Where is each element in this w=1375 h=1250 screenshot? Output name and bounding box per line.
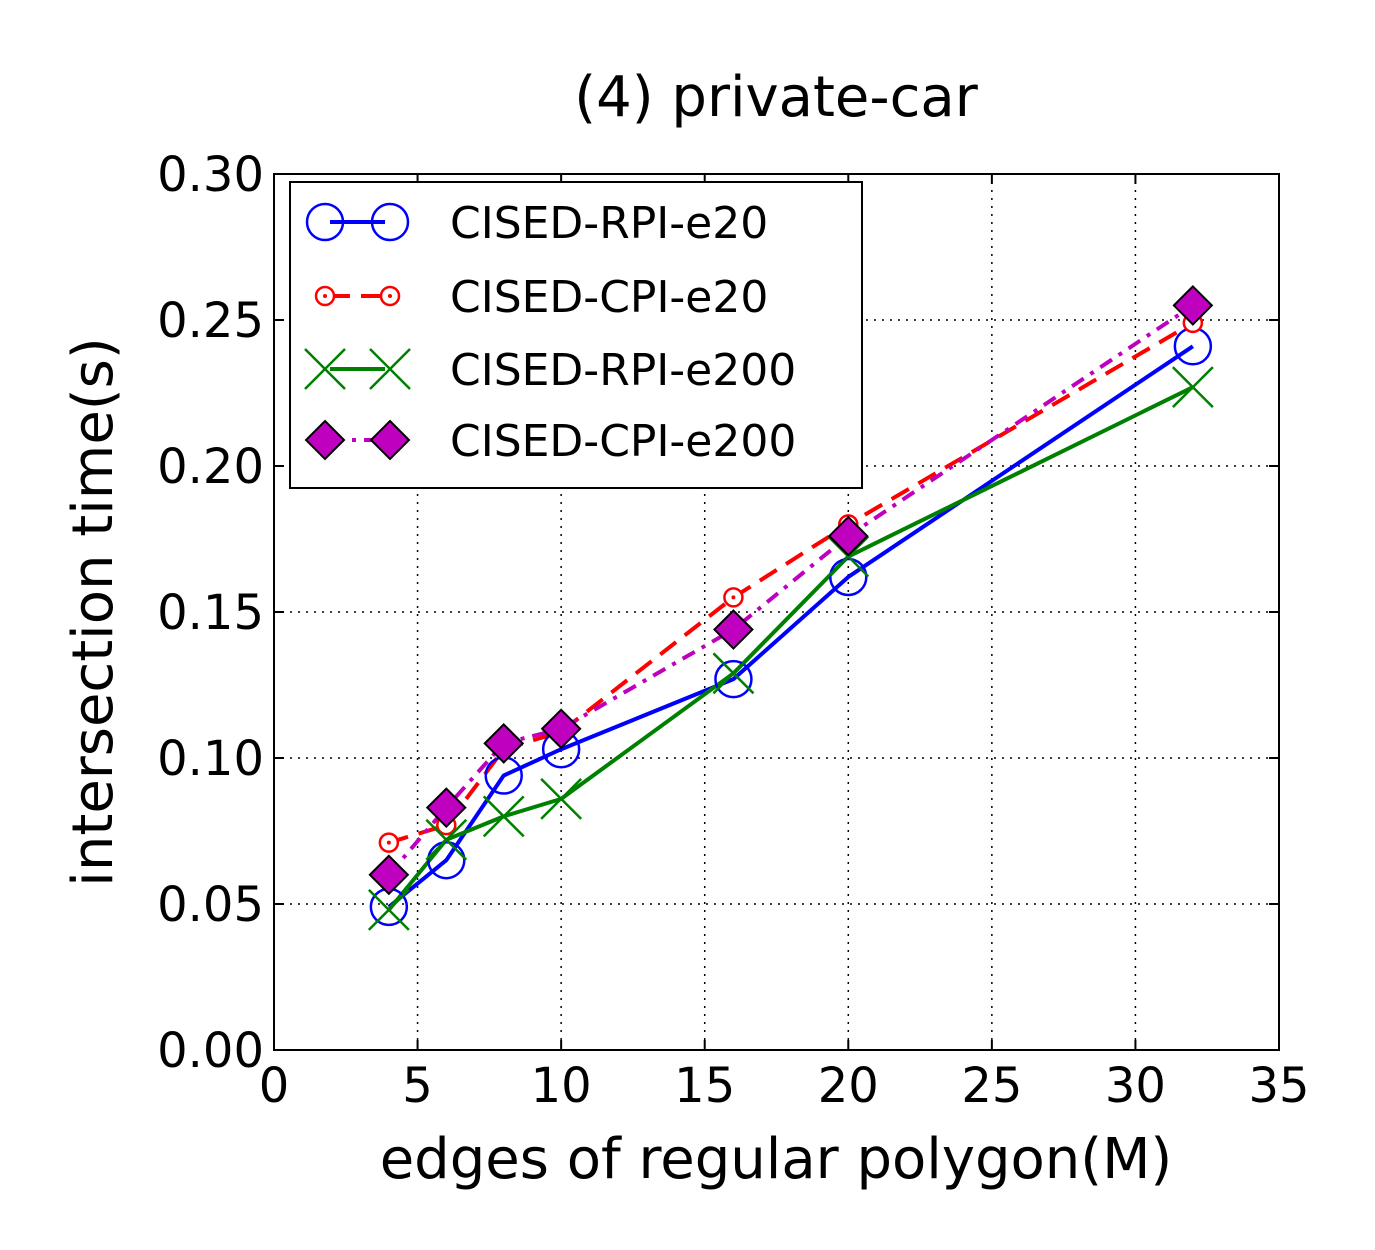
data-point-s2-5 xyxy=(827,535,870,578)
x-tick-label: 5 xyxy=(402,1058,433,1114)
legend-label-cised-cpi-e200: CISED-CPI-e200 xyxy=(450,416,796,467)
x-tick-label: 25 xyxy=(961,1058,1022,1114)
data-point-s1-4 xyxy=(723,587,744,608)
legend-marker-3-b xyxy=(369,419,411,461)
x-tick-label: 15 xyxy=(674,1058,735,1114)
legend-samples xyxy=(304,202,411,461)
data-point-s2-3 xyxy=(540,777,583,820)
data-point-s2-2 xyxy=(482,795,525,838)
x-axis-label: edges of regular polygon(M) xyxy=(380,1127,1173,1192)
y-tick-label: 0.05 xyxy=(157,877,264,933)
y-tick-label: 0.00 xyxy=(157,1023,264,1079)
series-markers xyxy=(367,284,1214,931)
y-tick-label: 0.20 xyxy=(157,439,264,495)
data-point-s3-6 xyxy=(1172,284,1214,326)
legend: CISED-RPI-e20 CISED-CPI-e20 CISED-RPI-e2… xyxy=(289,181,863,489)
y-tick-label: 0.30 xyxy=(157,147,264,203)
data-point-s3-0 xyxy=(368,854,410,896)
data-point-s3-5 xyxy=(827,515,869,557)
data-point-s3-3 xyxy=(540,708,582,750)
data-point-s3-2 xyxy=(483,722,525,764)
x-tick-label: 35 xyxy=(1248,1058,1309,1114)
legend-marker-2-b xyxy=(369,348,411,390)
legend-label-cised-rpi-e200: CISED-RPI-e200 xyxy=(450,345,796,396)
data-point-s3-1 xyxy=(425,787,467,829)
y-tick-label: 0.25 xyxy=(157,293,264,349)
x-tick-label: 20 xyxy=(818,1058,879,1114)
data-point-s2-4 xyxy=(712,652,755,695)
legend-marker-1-a xyxy=(314,285,336,307)
legend-marker-0-b xyxy=(370,202,410,242)
data-point-s2-6 xyxy=(1171,366,1214,409)
data-point-s0-4 xyxy=(714,659,753,699)
legend-label-cised-cpi-e20: CISED-CPI-e20 xyxy=(450,272,768,323)
data-point-s2-1 xyxy=(425,818,468,861)
y-tick-label: 0.15 xyxy=(157,585,264,641)
data-point-s0-5 xyxy=(829,557,868,597)
series-line-0 xyxy=(387,344,1194,909)
legend-label-cised-rpi-e20: CISED-RPI-e20 xyxy=(450,198,768,249)
legend-marker-3-a xyxy=(304,419,346,461)
legend-marker-2-a xyxy=(304,348,346,390)
data-point-s2-0 xyxy=(367,888,410,931)
x-tick-label: 30 xyxy=(1105,1058,1166,1114)
y-tick-label: 0.10 xyxy=(157,731,264,787)
y-axis-label: intersection time(s) xyxy=(61,337,126,886)
data-point-s1-0 xyxy=(378,832,400,853)
legend-marker-1-b xyxy=(379,285,401,307)
data-point-s3-4 xyxy=(713,609,754,650)
chart-title: (4) private-car xyxy=(574,65,978,130)
legend-marker-0-a xyxy=(305,202,345,242)
x-tick-label: 0 xyxy=(259,1058,290,1114)
x-tick-label: 10 xyxy=(531,1058,592,1114)
data-point-s0-1 xyxy=(427,840,466,880)
tick-labels: 0 5 10 15 20 25 30 35 0.00 0.05 0.10 0.15 0.20 0.25 0.… xyxy=(157,147,1309,1114)
